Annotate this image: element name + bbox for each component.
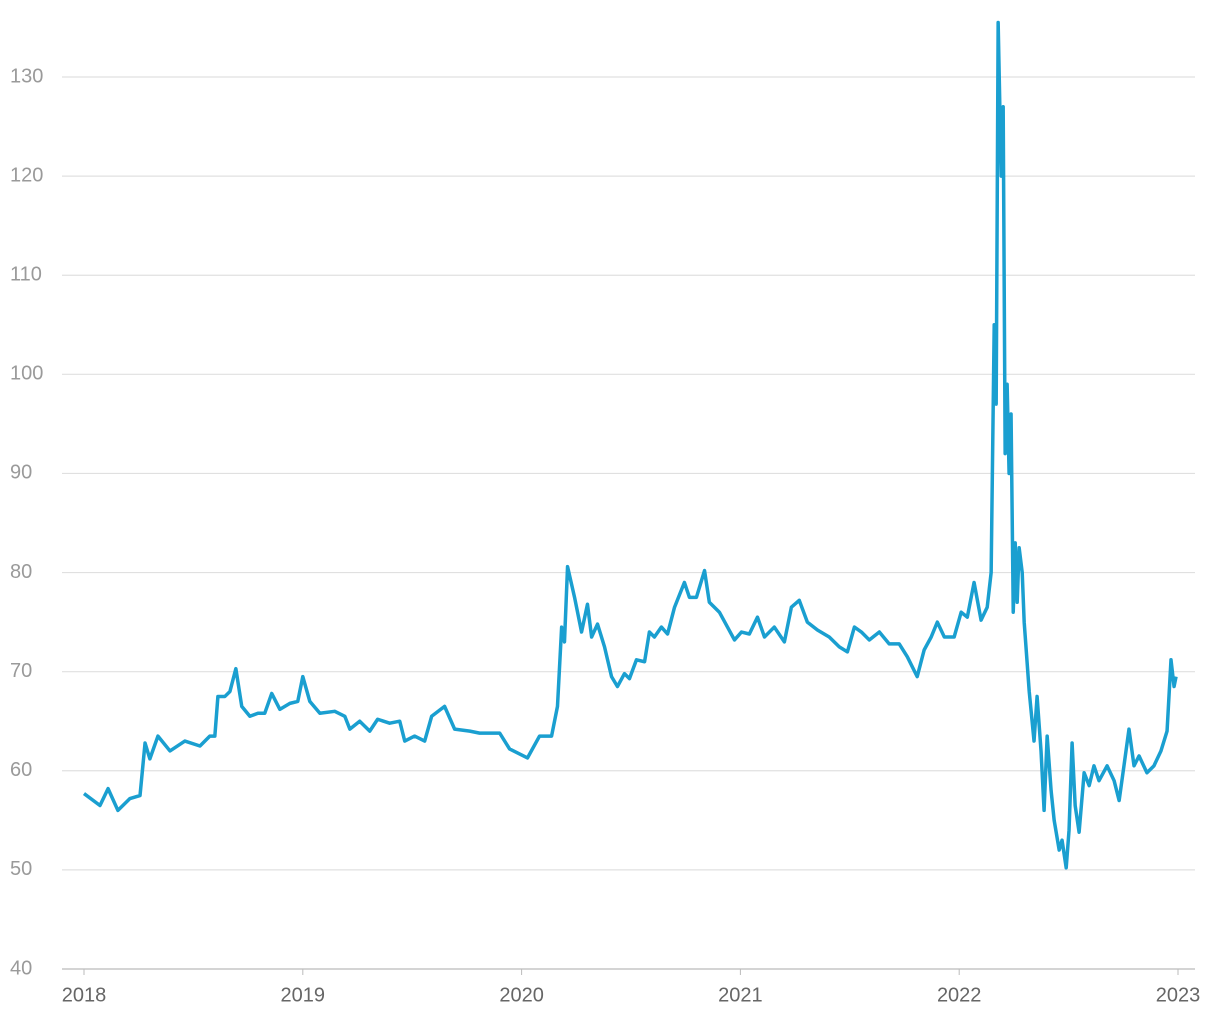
data-line — [82, 20, 1178, 870]
x-tick-label: 2019 — [281, 984, 326, 1006]
x-tick-label: 2022 — [937, 984, 982, 1006]
y-tick-label: 40 — [10, 957, 32, 979]
x-tick-label: 2021 — [718, 984, 763, 1006]
y-tick-label: 80 — [10, 561, 32, 583]
y-tick-label: 120 — [10, 164, 43, 186]
y-tick-label: 70 — [10, 660, 32, 682]
y-tick-label: 90 — [10, 462, 32, 484]
y-tick-label: 50 — [10, 858, 32, 880]
y-tick-label: 110 — [10, 264, 42, 286]
x-tick-label: 2018 — [62, 984, 107, 1006]
y-tick-label: 130 — [10, 65, 43, 87]
x-tick-label: 2023 — [1156, 984, 1201, 1006]
x-tick-label: 2020 — [499, 984, 544, 1006]
y-tick-label: 60 — [10, 759, 32, 781]
y-tick-label: 100 — [10, 363, 43, 385]
